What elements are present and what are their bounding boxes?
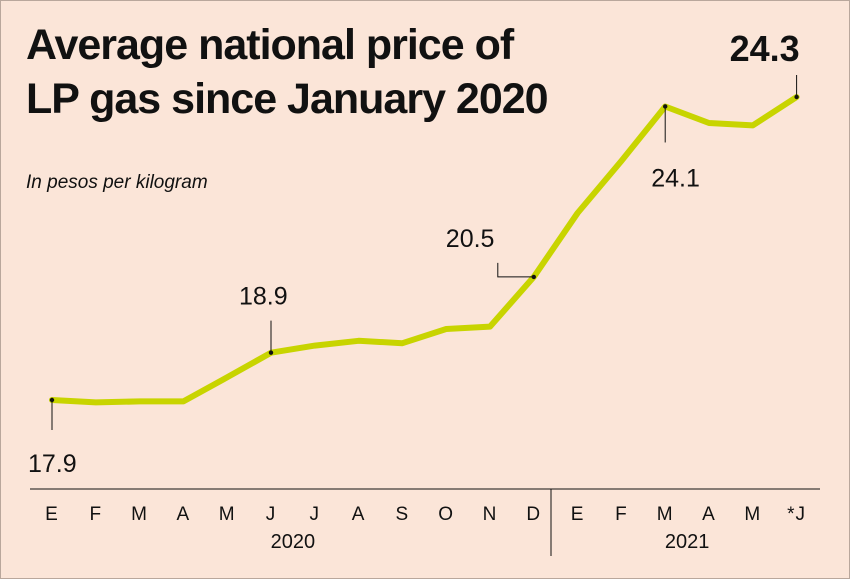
x-tick-label: D (526, 504, 541, 525)
x-tick-label: A (352, 504, 366, 525)
annotation-label: 17.9 (28, 450, 77, 478)
annotation-label: 18.9 (239, 283, 288, 311)
x-tick-label: M (219, 504, 236, 525)
x-tick-label: O (438, 504, 454, 525)
annotation-point (531, 274, 536, 280)
x-tick-label: E (571, 504, 585, 525)
annotation-point (663, 104, 668, 109)
x-tick-label: N (483, 504, 498, 525)
price-series-line (49, 94, 800, 406)
x-tick-label: M (744, 504, 761, 525)
x-tick-label: M (657, 504, 674, 525)
x-tick-label: A (702, 504, 716, 525)
chart-subtitle: In pesos per kilogram (26, 172, 208, 193)
annotation-label: 20.5 (446, 225, 495, 253)
x-tick-label: J (266, 504, 277, 525)
year-label: 2020 (271, 531, 316, 553)
x-tick-label: M (131, 504, 148, 525)
annotation-label: 24.1 (651, 164, 700, 192)
x-tick-label: *J (787, 504, 806, 525)
x-tick-label: F (615, 504, 628, 525)
chart-title-line-1: Average national price of (26, 21, 514, 69)
year-label: 2021 (665, 531, 710, 553)
annotation-point (268, 350, 274, 355)
x-tick-label: J (310, 504, 321, 525)
chart-title-line-2: LP gas since January 2020 (26, 75, 549, 123)
annotation-label: 24.3 (730, 28, 800, 69)
annotation-point (49, 397, 55, 403)
annotation-point (794, 94, 799, 100)
x-tick-label: S (396, 504, 410, 525)
x-tick-label: E (45, 504, 59, 525)
x-tick-label: F (89, 504, 102, 525)
chart-title: Average national price of LP gas since J… (26, 18, 586, 126)
annotation-leader (497, 262, 534, 278)
x-tick-label: A (177, 504, 191, 525)
